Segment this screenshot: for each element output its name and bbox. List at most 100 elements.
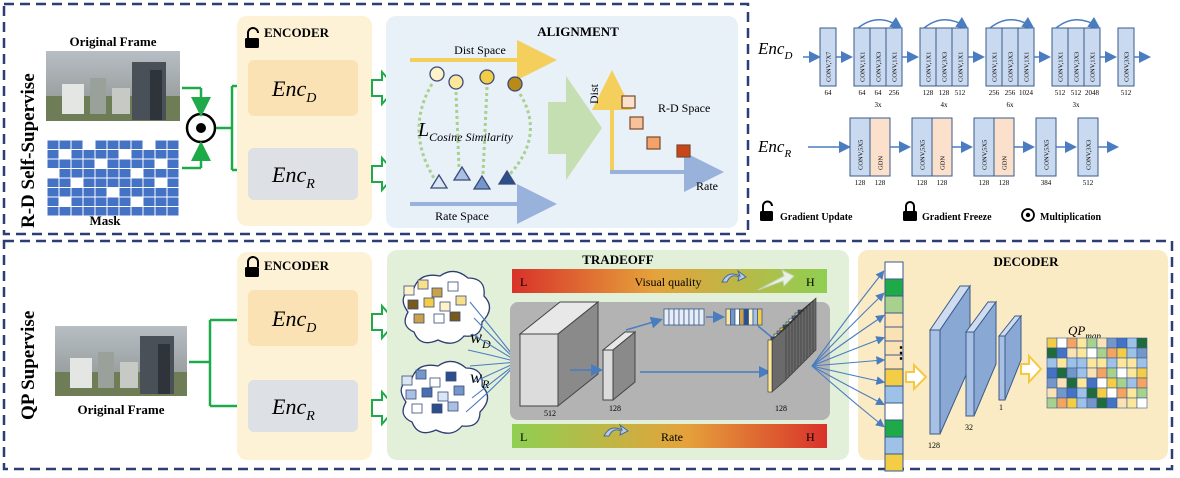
mask-cell: [154, 149, 168, 160]
vector-cell: [663, 308, 670, 326]
qp-map-cell: [1046, 367, 1058, 379]
stack-slice: [767, 339, 773, 393]
column-cell: [884, 402, 904, 421]
qp-map-grid: [1046, 337, 1148, 409]
qp-map-cell: [1066, 387, 1078, 399]
qp-map-cell: [1136, 377, 1148, 389]
mask-cell: [106, 158, 120, 169]
qp-map-cell: [1096, 367, 1108, 379]
column-cell: [884, 385, 904, 404]
column-cell: [884, 453, 904, 472]
encd-layer-channels: 512: [955, 89, 966, 97]
qp-map-cell: [1126, 357, 1138, 369]
qp-map-cell: [1046, 397, 1058, 409]
mask-cell: [46, 158, 60, 169]
mask-cell: [166, 149, 180, 160]
column-cell: [884, 436, 904, 455]
bottom-encr-box: [248, 380, 358, 432]
qp-map-cell: [1076, 347, 1088, 359]
mask-cell: [46, 177, 60, 188]
qp-map-cell: [1106, 397, 1118, 409]
bottom-section-border: [2, 239, 1174, 471]
encd-layer-channels: 64: [859, 89, 867, 97]
wd-feature-square: [403, 285, 415, 296]
mask-cell: [58, 158, 72, 169]
mask-cell: [46, 168, 60, 179]
encd-layer-label: CONV,1X1: [1024, 52, 1031, 82]
rd-points: [621, 95, 691, 158]
mask-cell: [166, 177, 180, 188]
mask-cell: [154, 177, 168, 188]
qp-map-cell: [1066, 377, 1078, 389]
visual-quality-arrow: [757, 269, 795, 291]
mask-cell: [46, 149, 60, 160]
encd-layer-label: CONV,1X1: [892, 52, 899, 82]
decoder-32-label: 32: [965, 423, 973, 432]
wr-label: wR: [470, 367, 490, 391]
mask-cell: [58, 139, 72, 150]
mask-cell: [130, 196, 144, 207]
rate-triangles: [429, 165, 517, 190]
encd-layer-channels: 512: [1121, 89, 1132, 97]
qp-map-cell: [1116, 357, 1128, 369]
decoder-title: DECODER: [993, 254, 1059, 269]
column-cell: [884, 295, 904, 314]
visual-quality-high: H: [806, 275, 815, 289]
mask-cell: [70, 196, 84, 207]
column-cell: [884, 261, 904, 280]
mask-cell: [94, 139, 108, 150]
encd-architecture: CONV,7X7 64 CONV,1X1 64 CONV,3X3 64 CONV,1X1 25…: [803, 16, 1151, 109]
qp-map-cell: [1096, 357, 1108, 369]
cube-128-label: 128: [609, 404, 621, 413]
encr-layer-label: GDN: [1002, 156, 1009, 170]
encd-layer-channels: 64: [875, 89, 883, 97]
wr-feature-square: [415, 369, 427, 380]
encd-layer-channels: 64: [825, 89, 833, 97]
mask-cell: [130, 149, 144, 160]
mask-cell: [106, 139, 120, 150]
encr-layer-label: CONV,5X5: [982, 140, 989, 170]
mask-cell: [58, 196, 72, 207]
dist-space-label: Dist Space: [454, 43, 506, 57]
feature-vector: [663, 308, 705, 326]
weighted-vector-cell: [725, 308, 731, 326]
wd-feature-square: [407, 299, 419, 310]
wd-feature-square: [439, 301, 451, 312]
qp-map-cell: [1086, 347, 1098, 359]
qp-map-cell: [1116, 377, 1128, 389]
mask-cell: [106, 177, 120, 188]
mask-cell: [70, 187, 84, 198]
weighted-vector: [725, 308, 763, 326]
legend-unlock-icon: [760, 200, 773, 221]
bottom-encoder-label: ENCODER: [264, 258, 330, 273]
qp-map-label: QPmap: [1068, 323, 1101, 341]
mask-cell: [130, 168, 144, 179]
arch-encr-label: EncR: [757, 137, 791, 160]
wr-feature-square: [405, 389, 417, 400]
mask-cell: [130, 158, 144, 169]
cloud-to-cube-arrows: [465, 301, 521, 413]
encd-layer-channels: 1024: [1019, 89, 1034, 97]
encd-layer-label: CONV,3X3: [1008, 52, 1015, 82]
mask-cell: [130, 177, 144, 188]
qp-map-cell: [1046, 347, 1058, 359]
qp-map-cell: [1076, 387, 1088, 399]
encr-layer-label: CONV,5X5: [858, 140, 865, 170]
encd-layer-channels: 256: [1005, 89, 1016, 97]
encd-repeat-label: 6x: [1007, 101, 1015, 109]
top-section-border: [2, 2, 750, 236]
mask-cell: [58, 187, 72, 198]
wr-feature-square: [429, 377, 441, 388]
mask-cell: [82, 187, 96, 198]
encr-layer-channels: 128: [917, 179, 928, 187]
encr-layer-channels: 384: [1041, 179, 1052, 187]
wd-feature-square: [423, 297, 435, 308]
qp-map-cell: [1046, 387, 1058, 399]
encd-layer-channels: 512: [1055, 89, 1066, 97]
decoder-layer-128: [929, 284, 971, 435]
mask-cell: [154, 196, 168, 207]
mask-cell: [82, 168, 96, 179]
top-side-label: R-D Self-Supervise: [18, 73, 39, 228]
decoder-layer-32: [965, 300, 997, 417]
